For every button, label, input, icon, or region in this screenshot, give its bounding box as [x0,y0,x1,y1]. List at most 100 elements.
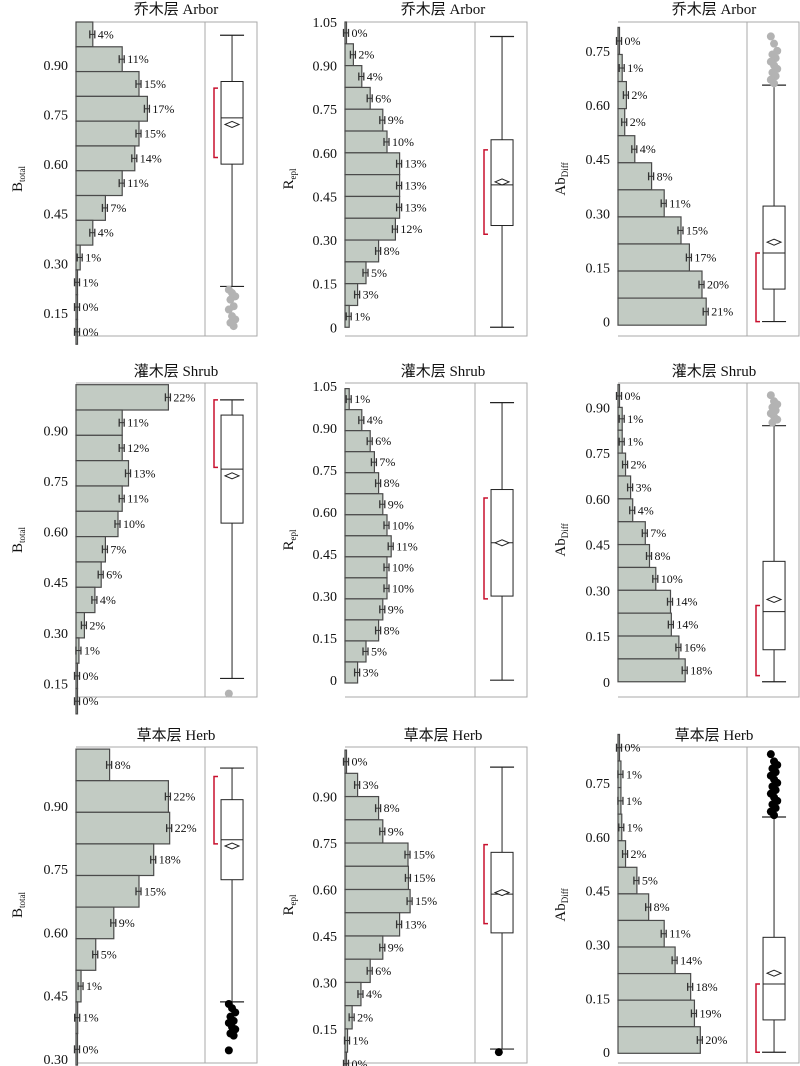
bar-percent-label: 20% [707,278,729,292]
bar-percent-label: 11% [396,539,418,553]
shortest-half-bracket [755,983,760,1053]
histogram-bar [617,216,682,245]
bar-percent-label: 15% [144,77,166,91]
bar-percent-label: 4% [98,27,114,41]
y-tick-label: 0.60 [586,831,611,846]
bar-percent-label: 1% [627,412,643,426]
bar-percent-label: 0% [83,1042,99,1056]
bar-percent-label: 14% [676,618,698,632]
panel-5: 灌木层 Shrub Repl 0 0.15 0.30 0.45 0.60 0.75 0.90 1.… [281,363,528,698]
y-tick-label: 0.30 [44,1053,69,1066]
panel-title: 灌木层 Shrub [672,363,757,380]
bar-percent-label: 9% [388,497,404,511]
bar-percent-label: 10% [392,135,414,149]
bar-percent-label: 3% [363,288,379,302]
bar-percent-label: 0% [83,325,99,339]
y-tick-label: 0.45 [44,576,69,591]
y-axis-label: Btotal [10,526,27,553]
iqr-box [762,205,786,290]
bar-percent-label: 10% [392,518,414,532]
y-tick-label: 0.90 [313,791,338,806]
mean-diamond [493,889,511,897]
histogram-bar [617,189,665,218]
bar-percent-label: 14% [680,953,702,967]
bar-percent-label: 4% [367,70,383,84]
histogram-bar [75,510,119,538]
histogram-bar [617,635,680,660]
bar-percent-label: 22% [175,821,197,835]
histogram-bar [617,270,703,299]
shortest-half-bracket [755,252,760,323]
panel-4: 灌木层 Shrub Btotal 0.15 0.30 0.45 0.60 0.75 0.90 2… [10,363,258,715]
y-tick-label: 0 [603,1046,610,1061]
bar-percent-label: 4% [640,142,656,156]
y-tick-label: 0.45 [313,190,338,205]
bar-percent-label: 18% [696,980,718,994]
bar-percent-label: 2% [631,458,647,472]
histogram-bar [617,658,686,683]
histogram-bar [617,1026,701,1054]
histogram-bar [344,430,371,453]
panel-3: 乔木层 Arbor AbDiff 0 0.15 0.30 0.45 0.60 0.75 0% 1%… [553,1,800,337]
bar-percent-label: 15% [686,223,708,237]
bar-percent-label: 12% [127,441,149,455]
outlier-point [770,811,779,820]
mean-diamond [223,472,241,480]
boxplot-frame [746,21,800,337]
panel-title: 草本层 Herb [137,727,216,744]
histogram-bar [344,912,401,937]
bar-percent-label: 17% [152,102,174,116]
y-tick-label: 0.90 [44,800,69,815]
y-tick-label: 0.75 [586,447,611,462]
y-tick-label: 0.90 [44,424,69,439]
histogram-bar [75,561,102,588]
panel-title: 草本层 Herb [675,727,754,744]
bar-percent-label: 8% [657,169,673,183]
bar-percent-label: 5% [371,644,387,658]
histogram-bar [344,819,384,844]
histogram-bar [617,893,650,922]
bar-percent-label: 1% [83,1011,99,1025]
panel-1: 乔木层 Arbor Btotal 0.15 0.30 0.45 0.60 0.75 0.90 4… [10,1,258,345]
y-tick-label: 0.30 [586,207,611,222]
bar-percent-label: 10% [123,517,145,531]
bar-percent-label: 1% [627,820,643,834]
histogram-bar [344,451,375,474]
histogram-bar [344,865,410,891]
y-tick-label: 0.30 [586,584,611,599]
bar-percent-label: 11% [669,196,691,210]
histogram-bar [344,239,380,263]
histogram-bar [344,130,388,154]
mean-diamond [765,969,783,977]
bar-percent-label: 0% [352,755,368,769]
y-tick-label: 0 [330,321,337,336]
y-tick-label: 0.15 [586,992,611,1007]
histogram-bar [617,566,657,591]
histogram-bar [617,999,696,1028]
y-axis-label: AbDiff [553,162,570,195]
histogram-bar [344,958,371,984]
boxplot-frame [204,746,258,1064]
y-tick-label: 0.45 [44,990,69,1005]
y-tick-label: 0.60 [44,926,69,941]
panel-9: 草本层 Herb AbDiff 0 0.15 0.30 0.45 0.60 0.75 0% 1% 1… [553,727,800,1064]
mean-diamond [493,178,511,186]
bar-percent-label: 8% [115,758,131,772]
bar-percent-label: 2% [358,48,374,62]
histogram-bar [344,935,384,960]
bar-percent-label: 5% [371,266,387,280]
shortest-half-bracket [483,843,488,925]
outlier-point [768,418,777,427]
bar-percent-label: 10% [392,581,414,595]
histogram-bar [344,152,401,176]
bar-percent-label: 0% [625,34,641,48]
outlier-point [226,295,235,304]
bar-percent-label: 0% [352,1057,368,1066]
histogram-bar [75,874,140,908]
bar-percent-label: 12% [400,222,422,236]
outlier-point [229,1031,238,1040]
histogram-bar [617,543,651,569]
y-tick-label: 0.60 [586,99,611,114]
histogram-bar [75,536,106,563]
shortest-half-bracket [483,149,488,235]
